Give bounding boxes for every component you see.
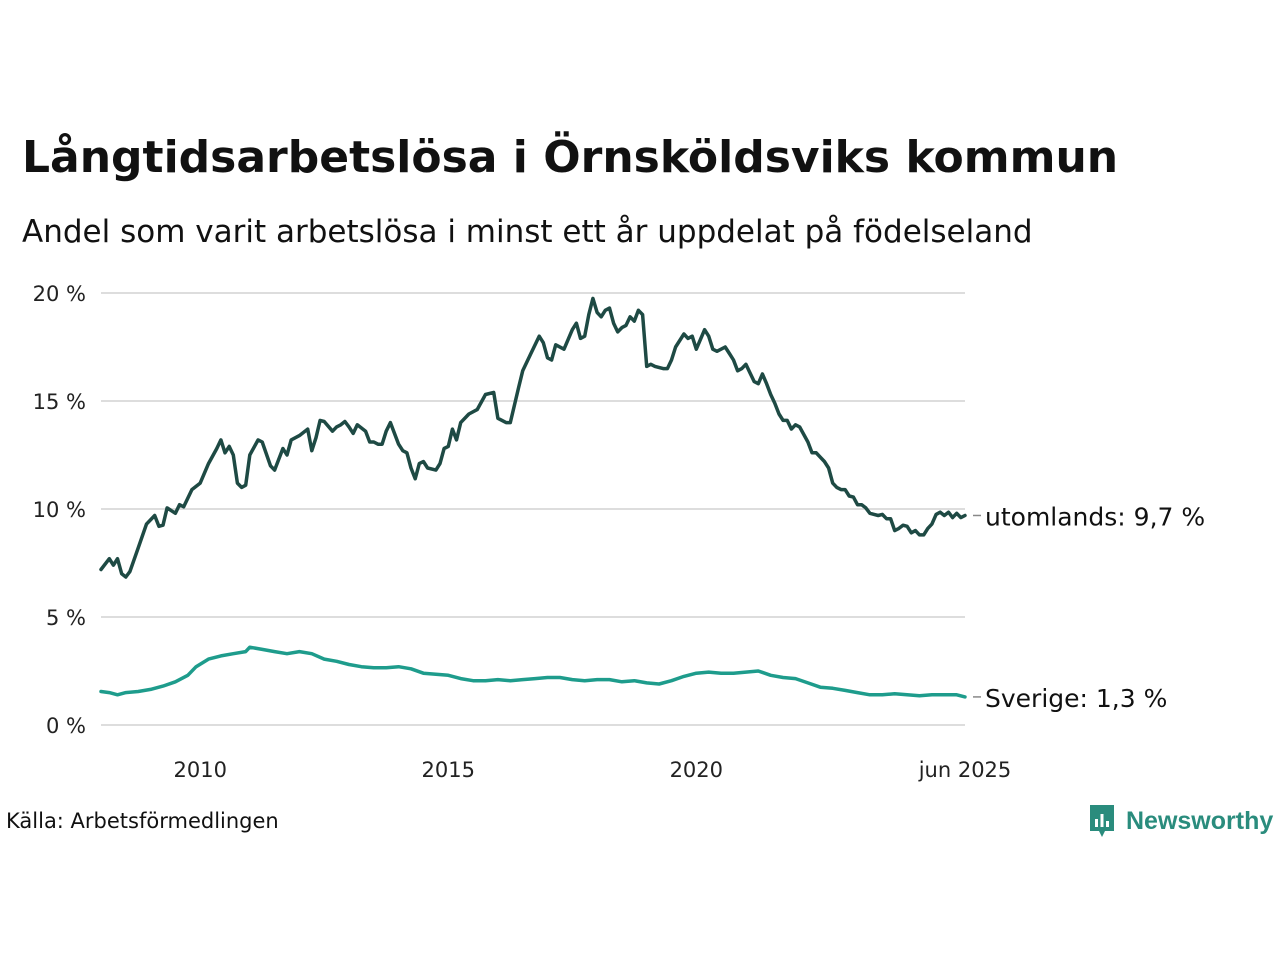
series-end-labels: utomlands: 9,7 % Sverige: 1,3 % [973, 502, 1205, 713]
y-tick-label: 10 % [33, 498, 86, 522]
source-note: Källa: Arbetsförmedlingen [6, 809, 279, 833]
gridlines [101, 292, 965, 726]
brand-name: Newsworthy [1126, 806, 1274, 835]
x-tick-label: jun 2025 [918, 758, 1012, 782]
series-lines [99, 296, 967, 699]
series-line-sverige [99, 645, 967, 699]
newsworthy-logo-icon [1090, 805, 1114, 837]
series-end-label-utomlands: utomlands: 9,7 % [985, 502, 1205, 531]
x-tick-label: 2015 [422, 758, 475, 782]
y-tick-label: 20 % [33, 282, 86, 306]
x-axis-tick-labels: 2010 2015 2020 jun 2025 [173, 758, 1011, 782]
brand-logo[interactable]: Newsworthy [1088, 803, 1273, 839]
chart-subtitle: Andel som varit arbetslösa i minst ett å… [22, 214, 1033, 250]
x-tick-label: 2010 [173, 758, 226, 782]
series-line-utomlands [99, 296, 967, 579]
series-end-label-sverige: Sverige: 1,3 % [985, 684, 1167, 713]
y-tick-label: 5 % [46, 606, 86, 630]
x-tick-label: 2020 [670, 758, 723, 782]
y-axis-tick-labels: 0 % 5 % 10 % 15 % 20 % [33, 282, 86, 738]
chart-title: Långtidsarbetslösa i Örnsköldsviks kommu… [22, 132, 1119, 183]
y-tick-label: 15 % [33, 390, 86, 414]
y-tick-label: 0 % [46, 714, 86, 738]
